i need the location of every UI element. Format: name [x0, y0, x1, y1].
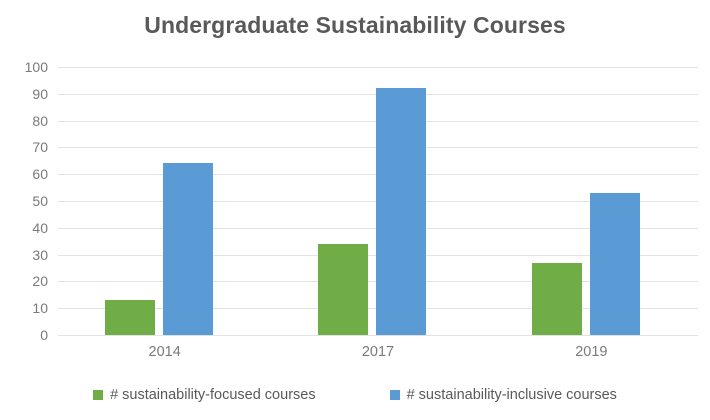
legend-label: # sustainability-focused courses	[110, 387, 316, 403]
y-axis-tick-label: 80	[32, 112, 48, 129]
y-axis-tick-label: 10	[32, 300, 48, 317]
legend-item: # sustainability-focused courses	[93, 387, 316, 403]
bar	[318, 243, 369, 335]
y-axis-tick-label: 90	[32, 85, 48, 102]
y-axis-tick-label: 60	[32, 166, 48, 183]
bar-group	[485, 67, 698, 335]
x-axis-tick-label: 2019	[575, 344, 608, 360]
y-axis-tick-label: 50	[32, 193, 48, 209]
bar	[105, 300, 155, 335]
y-axis-tick-label: 30	[32, 246, 48, 263]
legend-swatch-icon	[93, 390, 104, 400]
legend-item: # sustainability-inclusive courses	[389, 387, 617, 403]
bar	[589, 192, 640, 335]
y-axis-tick-label: 40	[32, 219, 48, 236]
gridline	[58, 67, 698, 68]
y-axis-tick-labels: 100 90 80 70 60 50 40 30 20 10 0	[0, 60, 48, 342]
x-axis-tick-label: 2017	[361, 344, 395, 360]
y-axis-tick-label: 20	[32, 273, 48, 290]
bar-group	[271, 67, 484, 335]
y-axis-tick-label: 0	[40, 327, 48, 343]
bar-group	[58, 67, 271, 335]
bar	[531, 262, 582, 335]
bar	[376, 88, 427, 335]
chart-title: Undergraduate Sustainability Courses	[144, 12, 566, 38]
plot-area	[58, 67, 698, 336]
legend-swatch-icon	[389, 390, 400, 400]
y-axis-tick-label: 100	[24, 59, 48, 75]
y-axis-tick-label: 70	[32, 139, 48, 156]
legend-label: # sustainability-inclusive courses	[406, 387, 617, 403]
gridline	[58, 335, 698, 336]
chart-legend: # sustainability-focused courses # sustai…	[0, 387, 710, 403]
bar	[163, 163, 213, 335]
x-axis-tick-label: 2014	[148, 344, 181, 360]
